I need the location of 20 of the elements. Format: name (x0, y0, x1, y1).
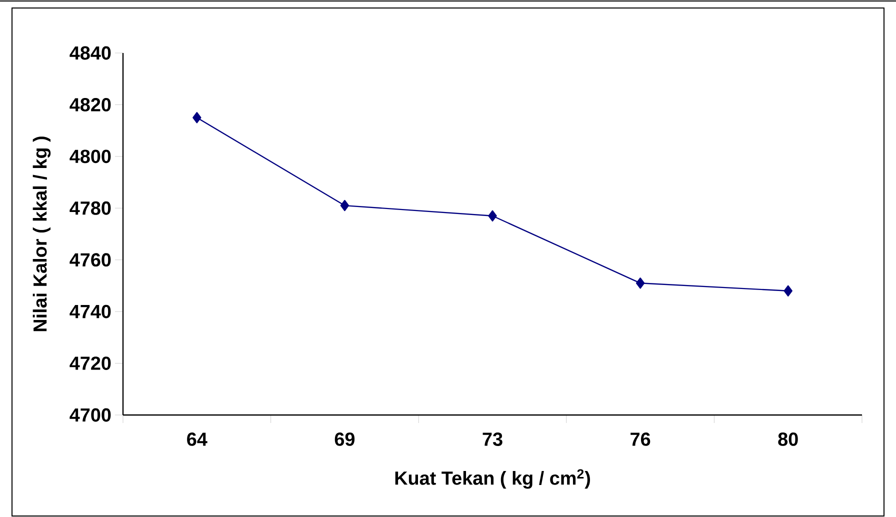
y-tick-label: 4840 (70, 46, 111, 60)
x-tick-label: 69 (334, 432, 355, 446)
x-tick-label: 76 (630, 432, 650, 446)
y-axis-title: Nilai Kalor ( kkal / kg ) (32, 136, 51, 332)
point (636, 278, 645, 289)
point (488, 210, 497, 222)
point (192, 112, 202, 124)
y-tick-label: 4760 (70, 253, 111, 267)
x-tick-label: 80 (778, 432, 798, 446)
y-tick-label: 4780 (70, 201, 111, 215)
point (784, 285, 792, 296)
y-tick-label: 4800 (70, 150, 111, 164)
x-tick-label: 73 (482, 432, 502, 446)
y-tick-label: 4700 (70, 408, 111, 422)
point (340, 200, 350, 212)
x-axis-title: Kuat Tekan ( kg / cm$^{2}$) (395, 469, 590, 489)
x-tick-label: 64 (187, 432, 208, 446)
y-tick-label: 4820 (70, 98, 111, 112)
y-tick-label: 4740 (70, 304, 111, 318)
y-tick-label: 4720 (70, 356, 111, 370)
